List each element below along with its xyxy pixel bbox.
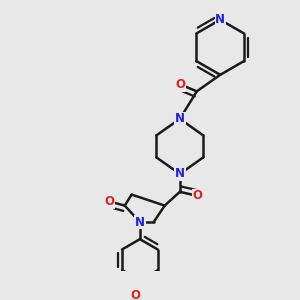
Text: N: N bbox=[135, 216, 145, 229]
Text: O: O bbox=[105, 195, 115, 208]
Text: N: N bbox=[215, 13, 225, 26]
Text: O: O bbox=[175, 78, 185, 91]
Text: N: N bbox=[175, 112, 185, 125]
Text: O: O bbox=[131, 289, 141, 300]
Text: O: O bbox=[193, 190, 203, 202]
Text: N: N bbox=[175, 167, 185, 180]
